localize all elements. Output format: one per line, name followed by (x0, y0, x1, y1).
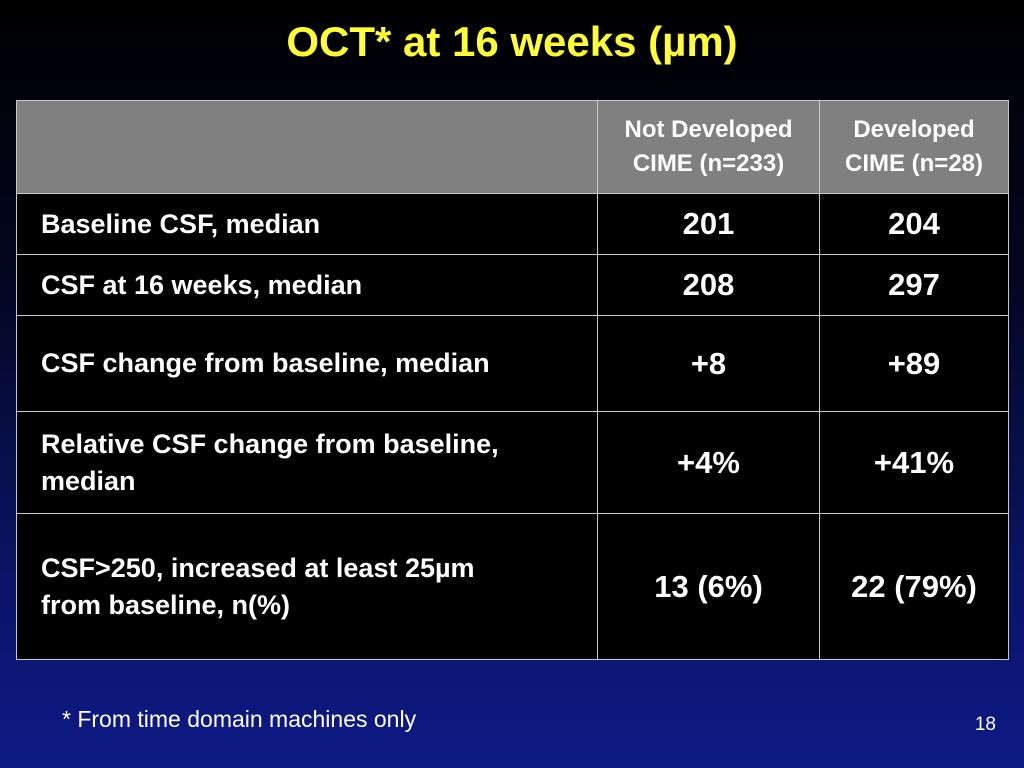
cell-developed: +89 (819, 315, 1009, 412)
row-label-line: CSF at 16 weeks, median (41, 269, 363, 300)
row-label-line: from baseline, n(%) (41, 589, 291, 620)
column-header-not-developed: Not Developed CIME (n=233) (597, 100, 820, 194)
data-table: Not Developed CIME (n=233) Developed CIM… (16, 100, 1009, 660)
cell-not-developed: 13 (6%) (597, 513, 820, 660)
row-label-line: Relative CSF change from baseline, (41, 428, 499, 459)
cell-not-developed: +8 (597, 315, 820, 412)
column-header-line: Not Developed (624, 116, 793, 143)
cell-developed: 22 (79%) (819, 513, 1009, 660)
row-label: Baseline CSF, median (16, 193, 598, 255)
table-row: CSF change from baseline, median +8 +89 (16, 315, 1009, 412)
row-label: Relative CSF change from baseline, media… (16, 411, 598, 514)
table-header-row: Not Developed CIME (n=233) Developed CIM… (16, 100, 1009, 194)
cell-not-developed: 208 (597, 254, 820, 316)
row-label: CSF change from baseline, median (16, 315, 598, 412)
row-label-line: CSF>250, increased at least 25µm (41, 552, 475, 583)
column-header-line: CIME (n=28) (844, 150, 984, 177)
column-header-line: CIME (n=233) (632, 150, 785, 177)
header-empty-cell (16, 100, 598, 194)
row-label: CSF>250, increased at least 25µm from ba… (16, 513, 598, 660)
table-row: Relative CSF change from baseline, media… (16, 411, 1009, 514)
cell-developed: +41% (819, 411, 1009, 514)
column-header-developed: Developed CIME (n=28) (819, 100, 1009, 194)
cell-developed: 297 (819, 254, 1009, 316)
table-row: CSF>250, increased at least 25µm from ba… (16, 513, 1009, 660)
row-label-line: median (41, 465, 136, 496)
page-number: 18 (974, 714, 996, 735)
cell-not-developed: 201 (597, 193, 820, 255)
cell-developed: 204 (819, 193, 1009, 255)
slide-title: OCT* at 16 weeks (µm) (286, 18, 738, 65)
cell-not-developed: +4% (597, 411, 820, 514)
row-label-line: Baseline CSF, median (41, 208, 321, 239)
row-label-line: CSF change from baseline, median (41, 348, 490, 378)
table-row: CSF at 16 weeks, median 208 297 (16, 254, 1009, 316)
table-row: Baseline CSF, median 201 204 (16, 193, 1009, 255)
footnote: * From time domain machines only (62, 706, 417, 732)
row-label: CSF at 16 weeks, median (16, 254, 598, 316)
column-header-line: Developed (853, 116, 975, 143)
